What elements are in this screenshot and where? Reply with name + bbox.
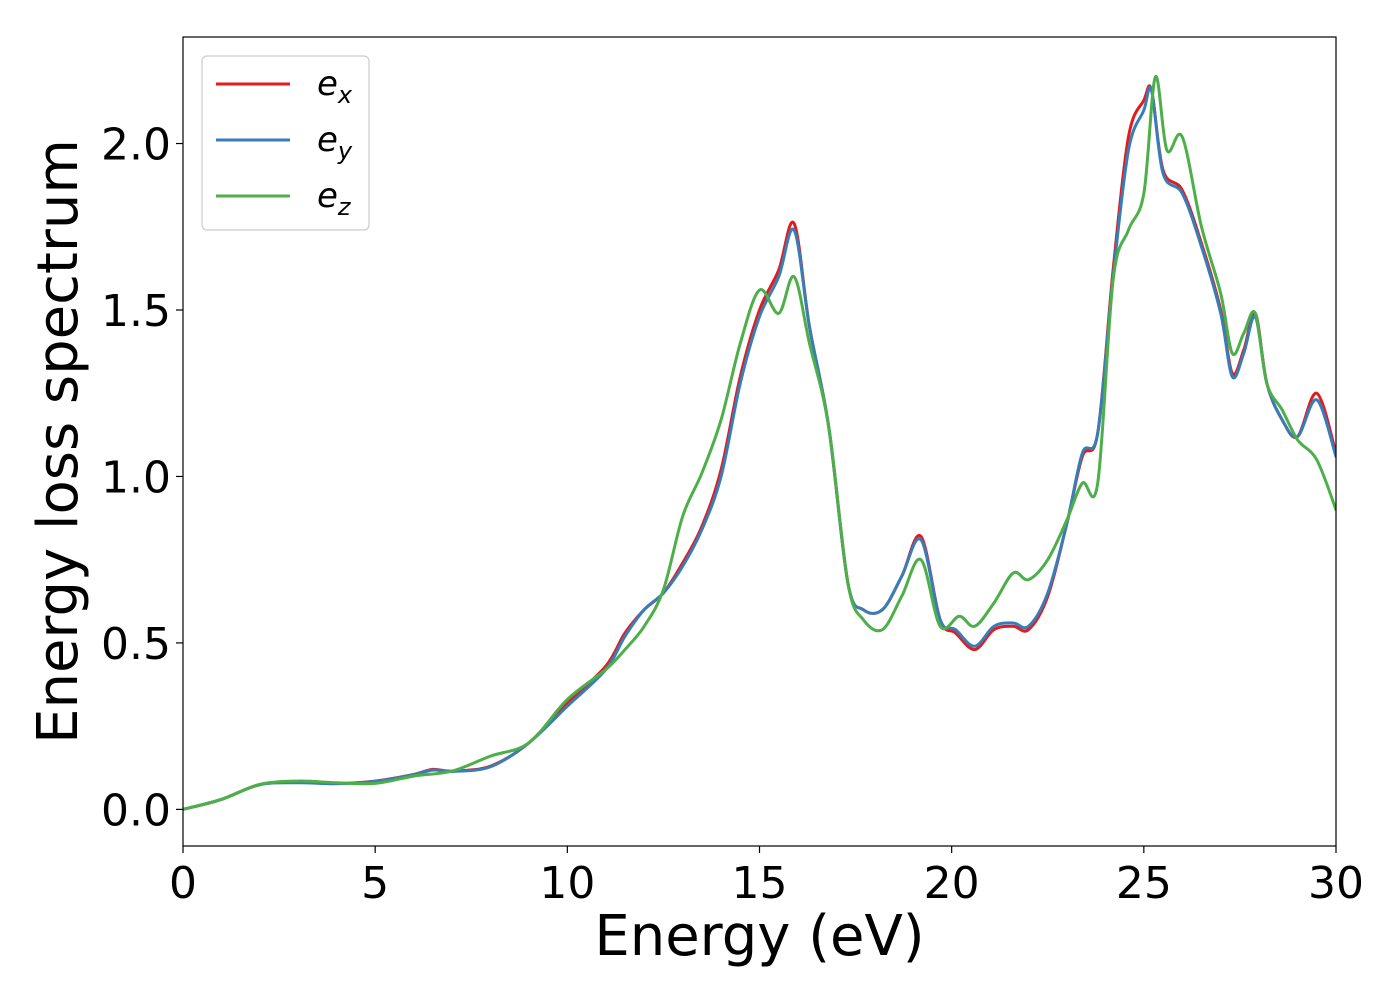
y-tick-label: 0.0 — [101, 785, 171, 836]
series-line-y — [183, 86, 1336, 811]
y-tick-label: 1.0 — [101, 452, 171, 503]
legend-label-subscript: z — [337, 193, 352, 221]
legend-label-subscript: y — [337, 137, 353, 165]
y-axis: 0.0 0.5 1.0 1.5 2.0 — [101, 120, 183, 836]
y-tick-label: 0.5 — [101, 619, 171, 670]
legend-label-base: e — [317, 120, 338, 160]
legend-label-x: ex — [317, 64, 353, 109]
legend-label-z: ez — [317, 176, 352, 221]
x-tick-label: 15 — [732, 858, 788, 909]
x-tick-label: 5 — [361, 858, 389, 909]
legend-box — [201, 55, 370, 231]
legend-label-base: e — [317, 176, 338, 216]
y-tick-label: 2.0 — [101, 120, 171, 171]
x-tick-label: 10 — [539, 858, 595, 909]
plot-area — [182, 36, 1337, 847]
legend-label-y: ey — [317, 120, 353, 165]
x-tick-label: 25 — [1116, 858, 1172, 909]
y-axis-label: Energy loss spectrum — [26, 139, 91, 744]
series-layer — [183, 75, 1336, 811]
x-tick-label: 20 — [924, 858, 980, 909]
x-tick-label: 0 — [169, 858, 197, 909]
x-axis-label: Energy (eV) — [594, 904, 924, 969]
legend-label-subscript: x — [337, 81, 353, 109]
y-tick-label: 1.5 — [101, 286, 171, 337]
x-tick-label: 30 — [1308, 858, 1364, 909]
x-axis: 0 5 10 15 20 25 30 — [169, 846, 1364, 909]
legend-label-base: e — [317, 64, 338, 104]
series-line-z — [183, 75, 1336, 811]
